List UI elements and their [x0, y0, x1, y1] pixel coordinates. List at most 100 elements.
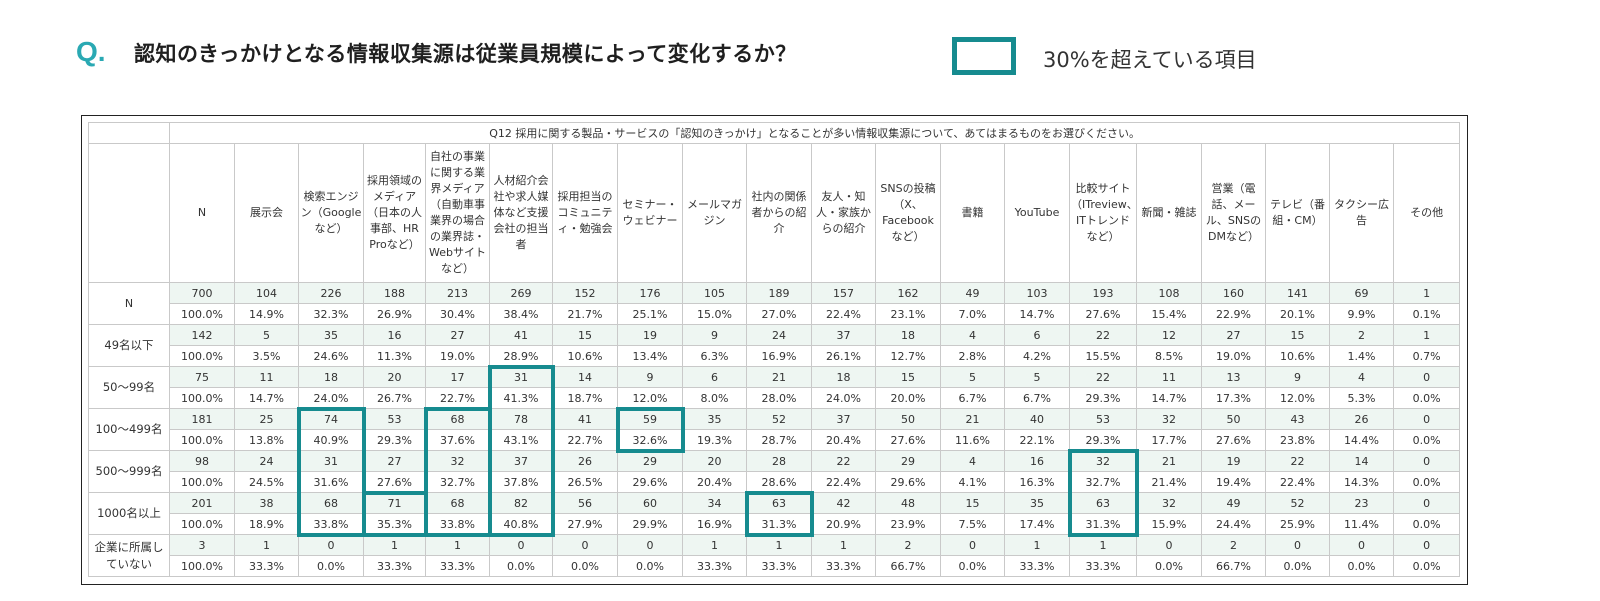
column-header: その他	[1392, 143, 1461, 283]
table-row-count: 50～99名 75 11 18 20 17 31 14 9 6 21 18 15 5 5 22 11 13 9 4 0	[88, 366, 1461, 409]
percent-cell: 28.7%	[746, 429, 812, 451]
table-row-percent: 100.0% 24.5% 31.6% 27.6% 32.7% 37.8% 26.5% 29.6…	[89, 471, 1461, 493]
column-header: SNSの投稿（X、Facebookなど）	[875, 143, 941, 283]
count-cell: 75	[169, 366, 235, 388]
count-cell: 56	[552, 492, 618, 514]
percent-cell: 16.9%	[682, 513, 747, 535]
percent-cell: 0.0%	[1392, 555, 1461, 577]
percent-cell: 14.4%	[1329, 429, 1394, 451]
count-cell: 50	[1201, 408, 1266, 430]
count-cell: 1	[1069, 534, 1137, 556]
percent-cell: 40.8%	[489, 513, 553, 535]
percent-cell: 66.7%	[1201, 555, 1266, 577]
percent-cell: 22.4%	[1265, 471, 1330, 493]
percent-cell: 23.1%	[875, 303, 941, 325]
count-cell: 0	[1329, 534, 1394, 556]
percent-cell: 6.7%	[1004, 387, 1070, 409]
question-row: Q12 採用に関する製品・サービスの「認知のきっかけ」となることが多い情報収集源…	[88, 122, 1461, 144]
count-cell: 9	[1265, 366, 1330, 388]
percent-cell: 37.8%	[489, 471, 553, 493]
percent-cell: 24.0%	[811, 387, 876, 409]
column-header: 展示会	[234, 143, 299, 283]
count-cell: 20	[363, 366, 426, 388]
count-cell: 103	[1004, 282, 1070, 304]
percent-cell: 0.0%	[1329, 555, 1394, 577]
percent-cell: 0.1%	[1392, 303, 1461, 325]
count-cell: 11	[234, 366, 299, 388]
percent-cell: 15.0%	[682, 303, 747, 325]
count-cell: 213	[425, 282, 490, 304]
count-cell: 700	[169, 282, 235, 304]
count-cell: 226	[298, 282, 364, 304]
percent-cell: 35.3%	[363, 513, 426, 535]
percent-cell: 19.0%	[425, 345, 490, 367]
count-cell: 28	[746, 450, 812, 472]
table-row-percent: 100.0% 14.7% 24.0% 26.7% 22.7% 41.3% 18.7% 12.0…	[89, 387, 1461, 409]
count-cell: 1	[682, 534, 747, 556]
percent-cell: 38.4%	[489, 303, 553, 325]
question-text: Q12 採用に関する製品・サービスの「認知のきっかけ」となることが多い情報収集源…	[168, 122, 1461, 144]
count-cell: 42	[811, 492, 876, 514]
percent-cell: 10.6%	[1265, 345, 1330, 367]
count-cell: 14	[552, 366, 618, 388]
percent-cell: 22.1%	[1004, 429, 1070, 451]
column-header: セミナー・ウェビナー	[617, 143, 683, 283]
percent-cell: 33.8%	[298, 513, 364, 535]
question-mark: Q.	[76, 36, 106, 67]
count-cell: 0	[552, 534, 618, 556]
count-cell: 24	[234, 450, 299, 472]
count-cell: 26	[1329, 408, 1394, 430]
count-cell: 35	[298, 324, 364, 346]
percent-cell: 8.5%	[1136, 345, 1202, 367]
count-cell: 22	[811, 450, 876, 472]
count-cell: 16	[363, 324, 426, 346]
percent-cell: 26.9%	[363, 303, 426, 325]
percent-cell: 0.0%	[1392, 471, 1461, 493]
count-cell: 69	[1329, 282, 1394, 304]
count-cell: 1	[1004, 534, 1070, 556]
percent-cell: 26.1%	[811, 345, 876, 367]
percent-cell: 28.6%	[746, 471, 812, 493]
percent-cell: 33.3%	[363, 555, 426, 577]
percent-cell: 17.4%	[1004, 513, 1070, 535]
count-cell: 152	[552, 282, 618, 304]
percent-cell: 20.4%	[682, 471, 747, 493]
count-cell: 32	[1136, 408, 1202, 430]
column-header-row: N 展示会 検索エンジン（Googleなど） 採用領域のメディア（日本の人事部、HR …	[88, 143, 1461, 283]
percent-cell: 100.0%	[169, 471, 235, 493]
percent-cell: 33.3%	[811, 555, 876, 577]
count-cell: 18	[811, 366, 876, 388]
count-cell: 27	[1201, 324, 1266, 346]
table-row-percent: 100.0% 33.3% 0.0% 33.3% 33.3% 0.0% 0.0% 0.0% 33.…	[89, 555, 1461, 577]
count-cell: 48	[875, 492, 941, 514]
percent-cell: 20.4%	[811, 429, 876, 451]
percent-cell: 33.3%	[746, 555, 812, 577]
percent-cell: 4.1%	[940, 471, 1005, 493]
count-cell: 201	[169, 492, 235, 514]
percent-cell: 15.9%	[1136, 513, 1202, 535]
column-header: 新聞・雑誌	[1136, 143, 1202, 283]
percent-cell: 10.6%	[552, 345, 618, 367]
count-cell: 0	[298, 534, 364, 556]
percent-cell: 33.3%	[1004, 555, 1070, 577]
legend-swatch	[952, 37, 1016, 75]
row-label: 49名以下	[88, 324, 170, 367]
count-cell: 108	[1136, 282, 1202, 304]
percent-cell: 0.0%	[1392, 429, 1461, 451]
column-header: 人材紹介会社や求人媒体など支援会社の担当者	[489, 143, 553, 283]
highlight-box	[423, 406, 492, 537]
row-label: 500～999名	[88, 450, 170, 493]
percent-cell: 14.7%	[1004, 303, 1070, 325]
legend-label: 30%を超えている項目	[1043, 48, 1257, 72]
percent-cell: 33.3%	[425, 555, 490, 577]
percent-cell: 37.6%	[425, 429, 490, 451]
percent-cell: 24.6%	[298, 345, 364, 367]
table-row-count: 49名以下 142 5 35 16 27 41 15 19 9 24 37 18 4 6 22 12 27 15 2 1	[88, 324, 1461, 367]
page-title: 認知のきっかけとなる情報収集源は従業員規模によって変化するか？	[134, 42, 797, 66]
count-cell: 37	[811, 408, 876, 430]
percent-cell: 9.9%	[1329, 303, 1394, 325]
percent-cell: 17.7%	[1136, 429, 1202, 451]
count-cell: 15	[552, 324, 618, 346]
table-row-count: 500～999名 98 24 31 27 32 37 26 29 20 28 22 29 4 16 32 21 1…	[88, 450, 1461, 493]
count-cell: 22	[1069, 366, 1137, 388]
